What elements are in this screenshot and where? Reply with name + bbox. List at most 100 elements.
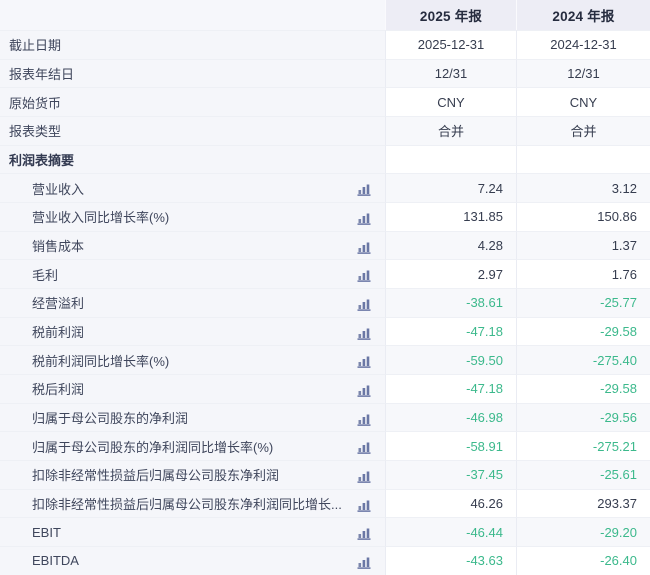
value-2024: -275.40 xyxy=(516,345,650,375)
bar-chart-icon[interactable] xyxy=(356,209,372,225)
value-2024: CNY xyxy=(516,87,650,117)
table-row: 经营溢利 -38.61 -25.77 xyxy=(0,288,650,317)
value-2025: -46.44 xyxy=(385,517,516,547)
row-label-cell: 毛利 xyxy=(0,259,385,289)
value-2024: -29.56 xyxy=(516,402,650,432)
row-label: 经营溢利 xyxy=(32,296,85,312)
bar-chart-icon[interactable] xyxy=(356,553,372,569)
table-row: EBIT -46.44 -29.20 xyxy=(0,517,650,547)
row-label: 毛利 xyxy=(32,267,59,283)
value-2025: 46.26 xyxy=(385,488,516,518)
value-2024: 12/31 xyxy=(516,58,650,88)
value-2025: -58.91 xyxy=(385,431,516,461)
bar-chart-icon[interactable] xyxy=(356,467,372,483)
value-2025: 2025-12-31 xyxy=(385,30,516,59)
row-label-cell: 营业收入 xyxy=(0,173,385,203)
value-2025: 2.97 xyxy=(385,259,516,289)
row-label: 扣除非经常性损益后归属母公司股东净利润 xyxy=(32,468,280,484)
table-row: 归属于母公司股东的净利润 -46.98 -29.56 xyxy=(0,402,650,432)
value-2024: 1.37 xyxy=(516,230,650,260)
row-label-cell: 截止日期 xyxy=(0,30,385,59)
row-label: 归属于母公司股东的净利润同比增长率(%) xyxy=(32,439,274,455)
bar-chart-icon[interactable] xyxy=(356,524,372,541)
bar-chart-icon[interactable] xyxy=(356,266,372,283)
value-2024: 150.86 xyxy=(516,202,650,231)
table-row: 销售成本 4.28 1.37 xyxy=(0,230,650,260)
row-label-cell: 报表类型 xyxy=(0,116,385,145)
row-label: 截止日期 xyxy=(9,38,62,54)
value-2024: -29.58 xyxy=(516,316,650,346)
table-row: 税后利润 -47.18 -29.58 xyxy=(0,374,650,403)
value-2025: -46.98 xyxy=(385,402,516,432)
row-label-cell: 归属于母公司股东的净利润 xyxy=(0,402,385,432)
value-2024: -25.61 xyxy=(516,460,650,489)
value-2025: -59.50 xyxy=(385,345,516,375)
row-label: 营业收入同比增长率(%) xyxy=(32,210,170,226)
bar-chart-icon[interactable] xyxy=(356,352,372,369)
header-corner-cell xyxy=(0,0,385,30)
row-label: 销售成本 xyxy=(32,239,85,255)
row-label: 营业收入 xyxy=(32,181,85,197)
bar-chart-icon[interactable] xyxy=(356,295,372,311)
table-row: 营业收入同比增长率(%) 131.85 150.86 xyxy=(0,202,650,231)
row-label-cell: EBITDA xyxy=(0,546,385,575)
table-row: 截止日期 2025-12-31 2024-12-31 xyxy=(0,30,650,59)
value-2025: 合并 xyxy=(385,116,516,145)
row-label-cell: 营业收入同比增长率(%) xyxy=(0,202,385,231)
row-label: EBITDA xyxy=(32,553,79,569)
table-row: 报表类型 合并 合并 xyxy=(0,116,650,145)
value-2024: 合并 xyxy=(516,116,650,145)
row-label: 扣除非经常性损益后归属母公司股东净利润同比增长... xyxy=(32,497,342,513)
value-2025: -47.18 xyxy=(385,374,516,403)
value-2024 xyxy=(516,144,650,174)
bar-chart-icon[interactable] xyxy=(356,238,372,254)
row-label-cell: 销售成本 xyxy=(0,230,385,260)
row-label: 利润表摘要 xyxy=(9,153,75,169)
value-2025: 131.85 xyxy=(385,202,516,231)
bar-chart-icon[interactable] xyxy=(356,410,372,426)
row-label: 归属于母公司股东的净利润 xyxy=(32,411,189,427)
row-label: 税前利润 xyxy=(32,325,85,341)
row-label-cell: 利润表摘要 xyxy=(0,144,385,174)
column-header-2025[interactable]: 2025 年报 xyxy=(385,0,516,30)
row-label: 税后利润 xyxy=(32,382,85,398)
value-2025: 7.24 xyxy=(385,173,516,203)
table-row: 扣除非经常性损益后归属母公司股东净利润 -37.45 -25.61 xyxy=(0,460,650,489)
bar-chart-icon[interactable] xyxy=(356,324,372,340)
table-row: 扣除非经常性损益后归属母公司股东净利润同比增长... 46.26 293.37 xyxy=(0,488,650,518)
value-2024: -25.77 xyxy=(516,288,650,317)
row-label-cell: EBIT xyxy=(0,517,385,547)
table-row: 营业收入 7.24 3.12 xyxy=(0,173,650,203)
row-label: 税前利润同比增长率(%) xyxy=(32,353,170,369)
value-2025: CNY xyxy=(385,87,516,117)
bar-chart-icon[interactable] xyxy=(356,180,372,196)
value-2024: 293.37 xyxy=(516,488,650,518)
row-label: 报表年结日 xyxy=(9,67,75,82)
table-row: EBITDA -43.63 -26.40 xyxy=(0,546,650,575)
row-label-cell: 报表年结日 xyxy=(0,58,385,88)
value-2024: -29.58 xyxy=(516,374,650,403)
value-2024: 2024-12-31 xyxy=(516,30,650,59)
row-label-cell: 税前利润 xyxy=(0,316,385,346)
value-2025: -38.61 xyxy=(385,288,516,317)
row-label-cell: 扣除非经常性损益后归属母公司股东净利润同比增长... xyxy=(0,488,385,518)
bar-chart-icon[interactable] xyxy=(356,381,372,397)
bar-chart-icon[interactable] xyxy=(356,496,372,512)
table-row: 报表年结日 12/31 12/31 xyxy=(0,58,650,88)
value-2025: 12/31 xyxy=(385,58,516,88)
table-body: 截止日期 2025-12-31 2024-12-31 报表年结日 12/31 1… xyxy=(0,30,650,575)
row-label: 报表类型 xyxy=(9,124,62,140)
value-2024: 1.76 xyxy=(516,259,650,289)
bar-chart-icon[interactable] xyxy=(356,438,372,455)
value-2024: -275.21 xyxy=(516,431,650,461)
table-row: 原始货币 CNY CNY xyxy=(0,87,650,117)
row-label: EBIT xyxy=(32,524,61,540)
column-header-2024[interactable]: 2024 年报 xyxy=(516,0,650,30)
value-2025 xyxy=(385,144,516,174)
row-label-cell: 归属于母公司股东的净利润同比增长率(%) xyxy=(0,431,385,461)
row-label-cell: 扣除非经常性损益后归属母公司股东净利润 xyxy=(0,460,385,489)
row-label-cell: 原始货币 xyxy=(0,87,385,117)
value-2025: -37.45 xyxy=(385,460,516,489)
value-2024: -29.20 xyxy=(516,517,650,547)
